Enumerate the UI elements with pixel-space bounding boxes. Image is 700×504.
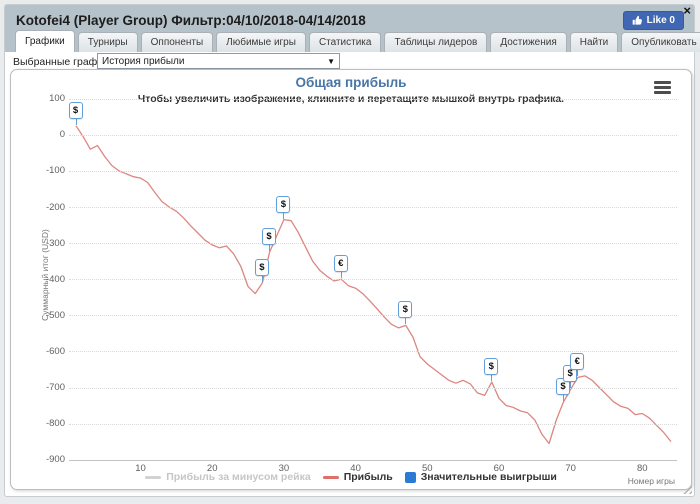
tab-5[interactable]: Статистика — [308, 32, 382, 52]
like-button-label: Like 0 — [646, 15, 675, 26]
gridline — [69, 387, 677, 389]
badge-stem — [261, 275, 263, 282]
y-tick-label: -700 — [45, 382, 65, 393]
window-title: Kotofei4 (Player Group) Фильтр:04/10/201… — [16, 13, 366, 28]
significant-win-badge[interactable]: $ — [484, 358, 499, 376]
y-tick-label: -100 — [45, 165, 65, 177]
chart-plot-area[interactable] — [11, 70, 693, 491]
tab-7[interactable]: Достижения — [490, 32, 567, 52]
x-tick-label: 60 — [493, 463, 505, 474]
legend-square-icon — [404, 471, 416, 483]
significant-win-badge[interactable]: $ — [555, 377, 570, 395]
facebook-like-button[interactable]: Like 0 — [622, 11, 684, 30]
gridline — [69, 134, 677, 136]
gridline — [69, 98, 677, 100]
graph-select-label: Выбранные графики: — [13, 56, 117, 68]
y-tick-label: -500 — [45, 309, 65, 321]
gridline — [69, 279, 677, 281]
x-tick-label: 20 — [206, 463, 218, 474]
y-tick-label: -900 — [45, 454, 65, 466]
y-tick-label: -300 — [45, 237, 65, 249]
graph-select-dropdown[interactable]: История прибыли ▼ — [97, 53, 340, 69]
thumbs-up-icon — [632, 15, 643, 26]
x-axis-title: Номер игры — [627, 476, 675, 486]
significant-win-badge[interactable]: $ — [262, 228, 277, 246]
gridline — [69, 243, 677, 245]
significant-win-badge[interactable]: $ — [254, 258, 269, 276]
legend-label: Прибыль — [343, 471, 393, 483]
profit-line-series — [75, 125, 672, 445]
badge-stem — [577, 370, 579, 377]
chart-panel: Общая прибыль Чтобы увеличить изображени… — [10, 69, 692, 490]
y-tick-label: -400 — [45, 273, 65, 285]
tab-8[interactable]: Найти — [569, 32, 619, 52]
x-tick-label: 80 — [637, 463, 648, 474]
gridline — [69, 315, 677, 317]
y-tick-label: -800 — [45, 418, 65, 430]
gridline — [69, 207, 677, 208]
legend-line-icon — [145, 475, 162, 479]
badge-stem — [75, 118, 77, 125]
badge-stem — [562, 394, 564, 401]
tab-bar: Графики Турниры Оппоненты Любимые игры Стати… — [15, 30, 700, 52]
tab-3[interactable]: Оппоненты — [140, 32, 214, 52]
y-tick-label: 100 — [49, 93, 65, 105]
player-stats-window: Kotofei4 (Player Group) Фильтр:04/10/201… — [4, 3, 700, 497]
badge-stem — [570, 382, 572, 389]
gridline — [69, 170, 677, 172]
tab-6[interactable]: Таблицы лидеров — [384, 32, 488, 52]
window-header: Kotofei4 (Player Group) Фильтр:04/10/201… — [5, 5, 700, 52]
significant-win-badge[interactable]: € — [333, 255, 348, 273]
legend-item-3[interactable]: Значительные выигрыши — [404, 471, 557, 483]
chart-title: Общая прибыль — [295, 75, 407, 90]
resize-handle-icon[interactable] — [682, 484, 692, 494]
gridline — [69, 459, 677, 461]
chart-legend: Прибыль за минусом рейка Прибыль Значитель… — [11, 471, 691, 483]
legend-item-2[interactable]: Прибыль — [322, 471, 393, 483]
chevron-down-icon: ▼ — [327, 56, 335, 66]
chart-menu-icon[interactable] — [654, 81, 671, 94]
gridline — [69, 351, 677, 353]
significant-win-badge[interactable]: $ — [68, 101, 83, 119]
tab-2[interactable]: Турниры — [77, 32, 138, 52]
y-tick-label: -600 — [45, 345, 65, 357]
close-icon[interactable]: × — [683, 3, 691, 18]
badge-stem — [269, 245, 271, 252]
tab-9[interactable]: Опубликовать — [621, 32, 700, 52]
badge-stem — [405, 318, 407, 325]
significant-win-badge[interactable]: $ — [276, 195, 291, 213]
significant-win-badge[interactable]: $ — [398, 301, 413, 319]
legend-label: Прибыль за минусом рейка — [166, 471, 311, 483]
x-tick-label: 50 — [421, 463, 433, 474]
x-tick-label: 70 — [565, 463, 576, 474]
y-tick-label: -200 — [45, 201, 65, 213]
legend-line-icon — [322, 475, 339, 479]
x-tick-label: 40 — [350, 463, 361, 474]
gridline — [69, 423, 677, 425]
tab-1[interactable]: Графики — [15, 30, 75, 52]
legend-item-1[interactable]: Прибыль за минусом рейка — [145, 471, 311, 483]
tab-4[interactable]: Любимые игры — [216, 32, 306, 52]
significant-win-badge[interactable]: € — [570, 353, 585, 371]
badge-stem — [340, 272, 342, 279]
x-tick-label: 10 — [135, 463, 146, 474]
badge-stem — [491, 375, 493, 382]
y-tick-label: 0 — [59, 129, 65, 141]
x-tick-label: 30 — [278, 463, 290, 474]
graph-select-value: История прибыли — [102, 55, 185, 67]
legend-label: Значительные выигрыши — [420, 471, 557, 483]
badge-stem — [283, 212, 285, 219]
